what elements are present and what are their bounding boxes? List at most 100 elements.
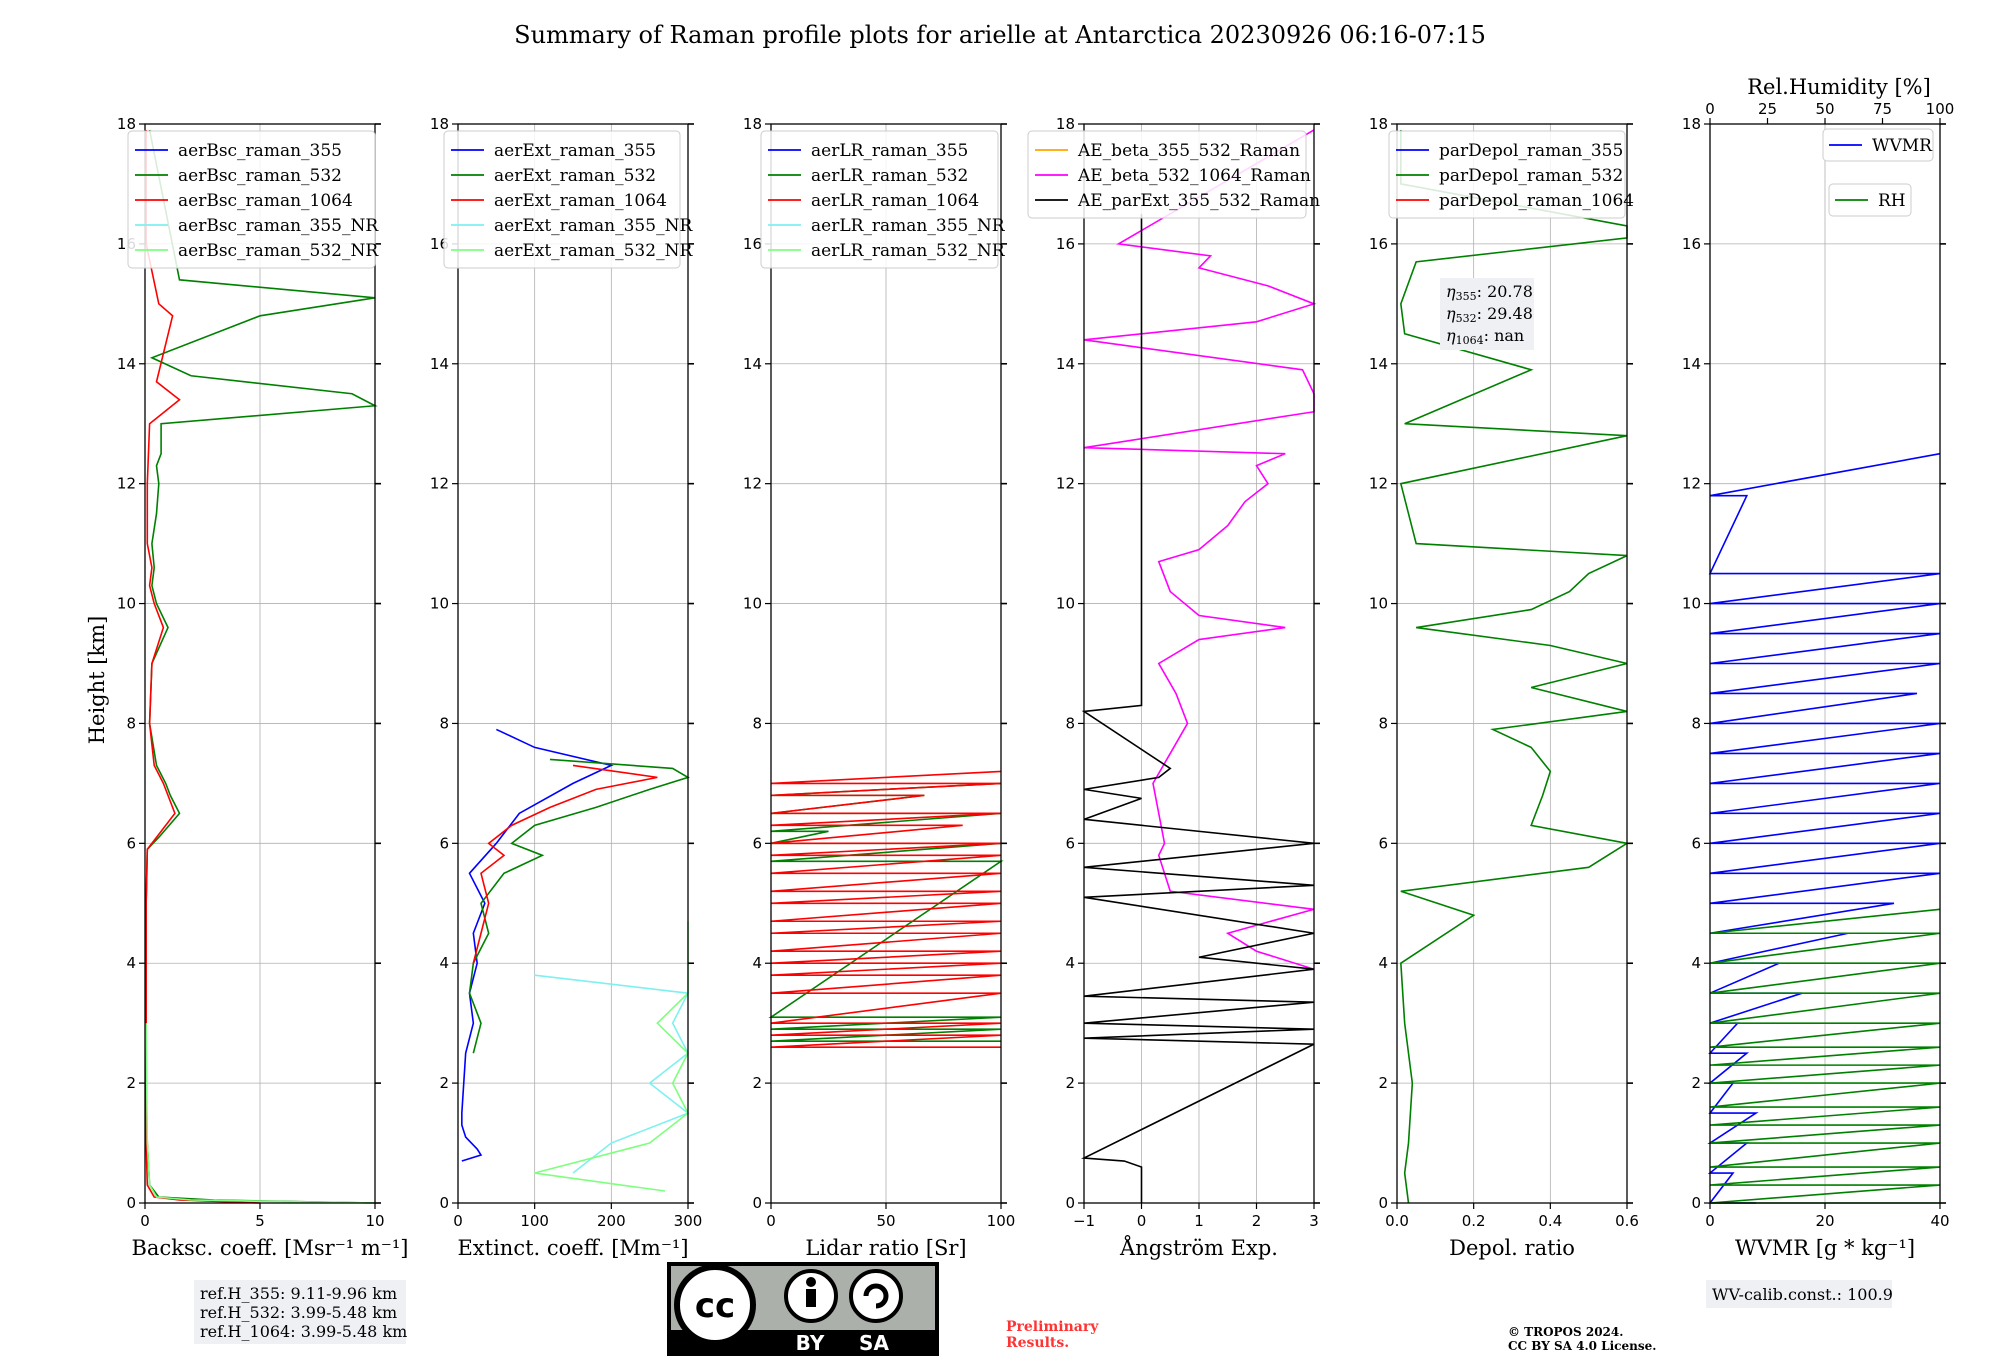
y-tick-label: 10 (430, 595, 449, 613)
x-tick-label: 20 (1815, 1212, 1834, 1230)
legend-label: aerBsc_raman_1064 (178, 191, 353, 211)
y-tick-label: 8 (439, 714, 449, 732)
y-tick-label: 12 (117, 475, 136, 493)
x2-tick-label: 75 (1873, 100, 1892, 118)
y-tick-label: 6 (1378, 834, 1388, 852)
cc-sa-text: SA (859, 1331, 889, 1355)
x-tick-label: 200 (597, 1212, 626, 1230)
legend-label: AE_beta_532_1064_Raman (1077, 166, 1311, 186)
series-line-aerBsc_raman_532_NR (145, 1023, 376, 1204)
axes-frame (1396, 123, 1628, 1204)
y-tick-label: 14 (1056, 355, 1075, 373)
x2-axis-label: Rel.Humidity [%] (1747, 75, 1931, 99)
x-axis-label: Extinct. coeff. [Mm⁻¹] (457, 1236, 688, 1260)
x-axis-label: Lidar ratio [Sr] (805, 1236, 966, 1260)
y-tick-label: 4 (126, 954, 136, 972)
y-tick-label: 18 (1056, 115, 1075, 133)
legend-label: aerExt_raman_532_NR (494, 241, 693, 261)
y-tick-label: 0 (126, 1194, 136, 1212)
y-tick-label: 12 (1682, 475, 1701, 493)
x-tick-label: 3 (1309, 1212, 1319, 1230)
y-tick-label: 12 (1056, 475, 1075, 493)
y-tick-label: 4 (439, 954, 449, 972)
cc-by-text: BY (796, 1331, 825, 1355)
legend-label: aerBsc_raman_355_NR (178, 216, 379, 236)
legend-box-rh (1828, 183, 1912, 217)
y-tick-label: 4 (1065, 954, 1075, 972)
y-tick-label: 14 (743, 355, 762, 373)
figure-title: Summary of Raman profile plots for ariel… (514, 21, 1486, 49)
legend-label: aerLR_raman_1064 (811, 191, 979, 211)
eta-annotation-line: η1064: nan (1446, 326, 1524, 347)
eta-value: : 20.78 (1477, 282, 1533, 301)
y-tick-label: 6 (126, 834, 136, 852)
y-tick-label: 2 (1065, 1074, 1075, 1092)
x-axis-label: Depol. ratio (1449, 1236, 1575, 1260)
x-tick-label: 100 (520, 1212, 549, 1230)
x2-tick-label: 100 (1926, 100, 1955, 118)
legend-label: WVMR (1872, 136, 1933, 156)
copyright-text-2: CC BY SA 4.0 License. (1508, 1339, 1656, 1353)
y-tick-label: 4 (1378, 954, 1388, 972)
refh-532-text: ref.H_532: 3.99-5.48 km (200, 1303, 397, 1322)
legend-label: aerLR_raman_355 (811, 141, 968, 161)
y-tick-label: 10 (1682, 595, 1701, 613)
x-tick-label: 0 (453, 1212, 463, 1230)
y-tick-label: 0 (752, 1194, 762, 1212)
y-tick-label: 10 (1056, 595, 1075, 613)
y-tick-label: 2 (1378, 1074, 1388, 1092)
y-tick-label: 18 (117, 115, 136, 133)
y-tick-label: 0 (1378, 1194, 1388, 1212)
x-tick-label: −1 (1073, 1212, 1095, 1230)
eta-subscript: 1064 (1456, 334, 1484, 347)
y-tick-label: 8 (1065, 714, 1075, 732)
y-tick-label: 0 (1691, 1194, 1701, 1212)
y-tick-label: 8 (1378, 714, 1388, 732)
legend-label: aerExt_raman_355_NR (494, 216, 693, 236)
legend-label: aerBsc_raman_532 (178, 166, 342, 186)
y-tick-label: 2 (752, 1074, 762, 1092)
series-line-aerExt_raman_355 (461, 728, 614, 1162)
y-tick-label: 10 (117, 595, 136, 613)
x2-tick-label: 50 (1815, 100, 1834, 118)
y-tick-label: 16 (1369, 235, 1388, 253)
by-person-body (806, 1289, 816, 1307)
copyright-text-1: © TROPOS 2024. (1508, 1325, 1623, 1339)
legend-label: aerBsc_raman_532_NR (178, 241, 379, 261)
y-tick-label: 14 (1369, 355, 1388, 373)
y-tick-label: 12 (1369, 475, 1388, 493)
y-tick-label: 18 (1682, 115, 1701, 133)
legend-label: AE_beta_355_532_Raman (1077, 141, 1300, 161)
x-tick-label: 50 (876, 1212, 895, 1230)
legend-label: parDepol_raman_1064 (1439, 191, 1634, 211)
legend-label: aerExt_raman_532 (494, 166, 656, 186)
eta-value: : 29.48 (1477, 304, 1533, 323)
legend-box (443, 130, 681, 269)
legend-box (760, 130, 999, 269)
y-tick-label: 14 (117, 355, 136, 373)
y-tick-label: 2 (439, 1074, 449, 1092)
legend-label: aerLR_raman_355_NR (811, 216, 1006, 236)
sa-share-icon (849, 1269, 903, 1323)
legend-label: aerBsc_raman_355 (178, 141, 342, 161)
series-line-aerExt_raman_532 (468, 758, 690, 1054)
legend-label: parDepol_raman_355 (1439, 141, 1623, 161)
panel-3: 0 2 4 6 8 10 12 14 16 18 0 50 100 Lidar ratio [Sr] aer… (743, 115, 1015, 1260)
y-tick-label: 6 (1691, 834, 1701, 852)
x-tick-label: 1 (1194, 1212, 1204, 1230)
eta-symbol: η (1446, 304, 1456, 323)
legend-label: AE_parExt_355_532_Raman (1077, 191, 1320, 211)
y-tick-label: 10 (743, 595, 762, 613)
legend-label: parDepol_raman_532 (1439, 166, 1623, 186)
eta-symbol: η (1446, 282, 1456, 301)
wv-calibration-text: WV-calib.const.: 100.9 (1712, 1285, 1893, 1304)
preliminary-text-2: Results. (1006, 1335, 1069, 1351)
y-tick-label: 16 (743, 235, 762, 253)
legend-box (1027, 130, 1307, 219)
x-axis-label: Ångström Exp. (1119, 1235, 1278, 1260)
y-tick-label: 2 (1691, 1074, 1701, 1092)
y-tick-label: 0 (1065, 1194, 1075, 1212)
